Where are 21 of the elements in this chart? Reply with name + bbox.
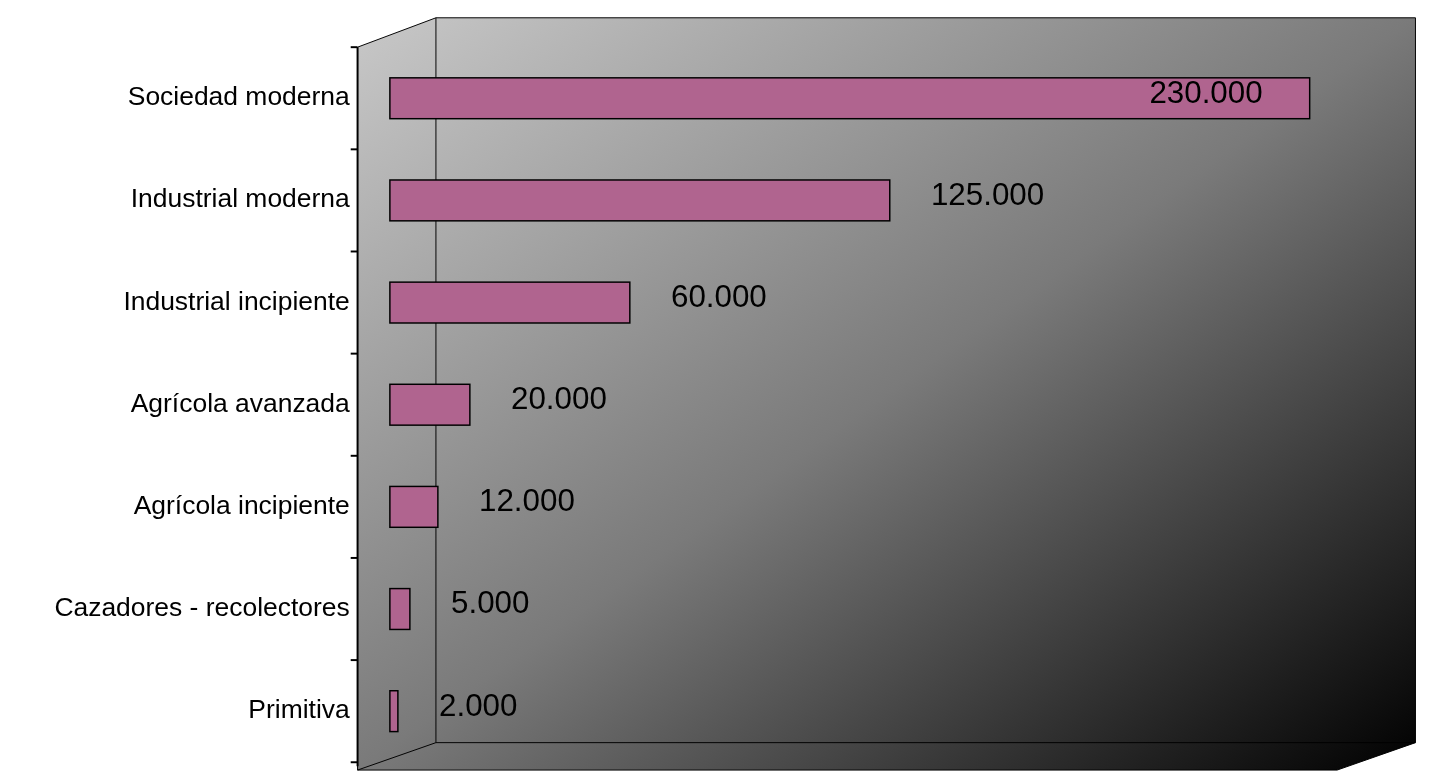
y-tick-label: Cazadores - recolectores [54, 592, 350, 622]
data-label: 60.000 [670, 278, 767, 314]
bar [389, 690, 399, 733]
data-label: 230.000 [1149, 74, 1263, 110]
bar [389, 179, 891, 222]
y-tick-label: Sociedad moderna [127, 81, 351, 112]
bar [389, 281, 631, 324]
y-tick-label: Agrícola incipiente [133, 489, 350, 520]
y-tick-label: Industrial incipiente [123, 285, 350, 316]
data-label: 2.000 [439, 687, 518, 723]
data-label: 125.000 [930, 176, 1045, 212]
bar [389, 587, 411, 631]
bar [389, 485, 439, 529]
data-label: 12.000 [479, 483, 575, 519]
data-label: 5.000 [451, 585, 530, 621]
y-tick-label: Industrial moderna [130, 183, 351, 214]
y-tick-label: Primitiva [248, 694, 351, 725]
y-tick-label: Agrícola avanzada [130, 387, 351, 418]
data-label: 20.000 [511, 381, 607, 417]
bar [389, 77, 1311, 120]
bar [389, 383, 471, 426]
